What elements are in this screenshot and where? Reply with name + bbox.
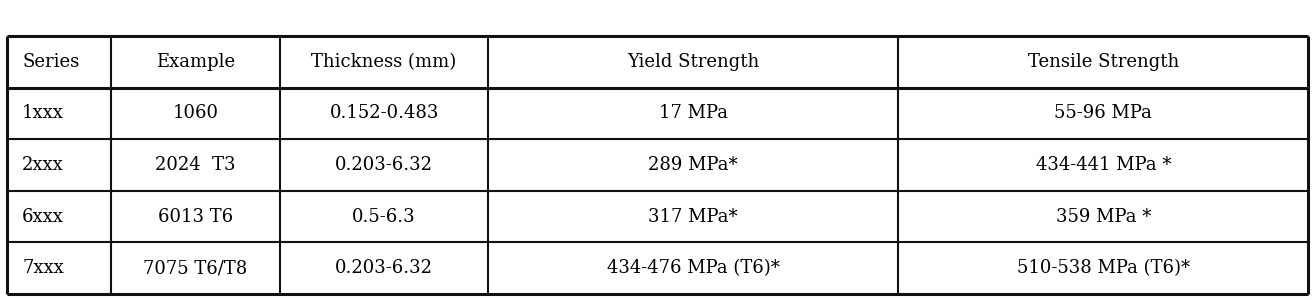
Text: 1060: 1060 — [172, 104, 218, 122]
Text: 317 MPa*: 317 MPa* — [648, 208, 738, 226]
Text: 434-441 MPa *: 434-441 MPa * — [1036, 156, 1172, 174]
Text: 2024  T3: 2024 T3 — [155, 156, 235, 174]
Text: 289 MPa*: 289 MPa* — [648, 156, 738, 174]
Text: 6013 T6: 6013 T6 — [158, 208, 233, 226]
Text: Tensile Strength: Tensile Strength — [1028, 53, 1180, 71]
Text: 0.203-6.32: 0.203-6.32 — [335, 156, 433, 174]
Text: 359 MPa *: 359 MPa * — [1056, 208, 1151, 226]
Text: Example: Example — [155, 53, 235, 71]
Text: Series: Series — [22, 53, 79, 71]
Text: 7075 T6/T8: 7075 T6/T8 — [143, 259, 247, 277]
Text: 0.152-0.483: 0.152-0.483 — [330, 104, 439, 122]
Text: 6xxx: 6xxx — [22, 208, 64, 226]
Text: 510-538 MPa (T6)*: 510-538 MPa (T6)* — [1016, 259, 1190, 277]
Text: 2xxx: 2xxx — [22, 156, 64, 174]
Text: 55-96 MPa: 55-96 MPa — [1055, 104, 1152, 122]
Text: 0.5-6.3: 0.5-6.3 — [352, 208, 416, 226]
Text: 0.203-6.32: 0.203-6.32 — [335, 259, 433, 277]
Text: 434-476 MPa (T6)*: 434-476 MPa (T6)* — [606, 259, 780, 277]
Text: Yield Strength: Yield Strength — [627, 53, 760, 71]
Text: 1xxx: 1xxx — [22, 104, 64, 122]
Text: 17 MPa: 17 MPa — [659, 104, 727, 122]
Text: 7xxx: 7xxx — [22, 259, 64, 277]
Text: Thickness (mm): Thickness (mm) — [312, 53, 456, 71]
